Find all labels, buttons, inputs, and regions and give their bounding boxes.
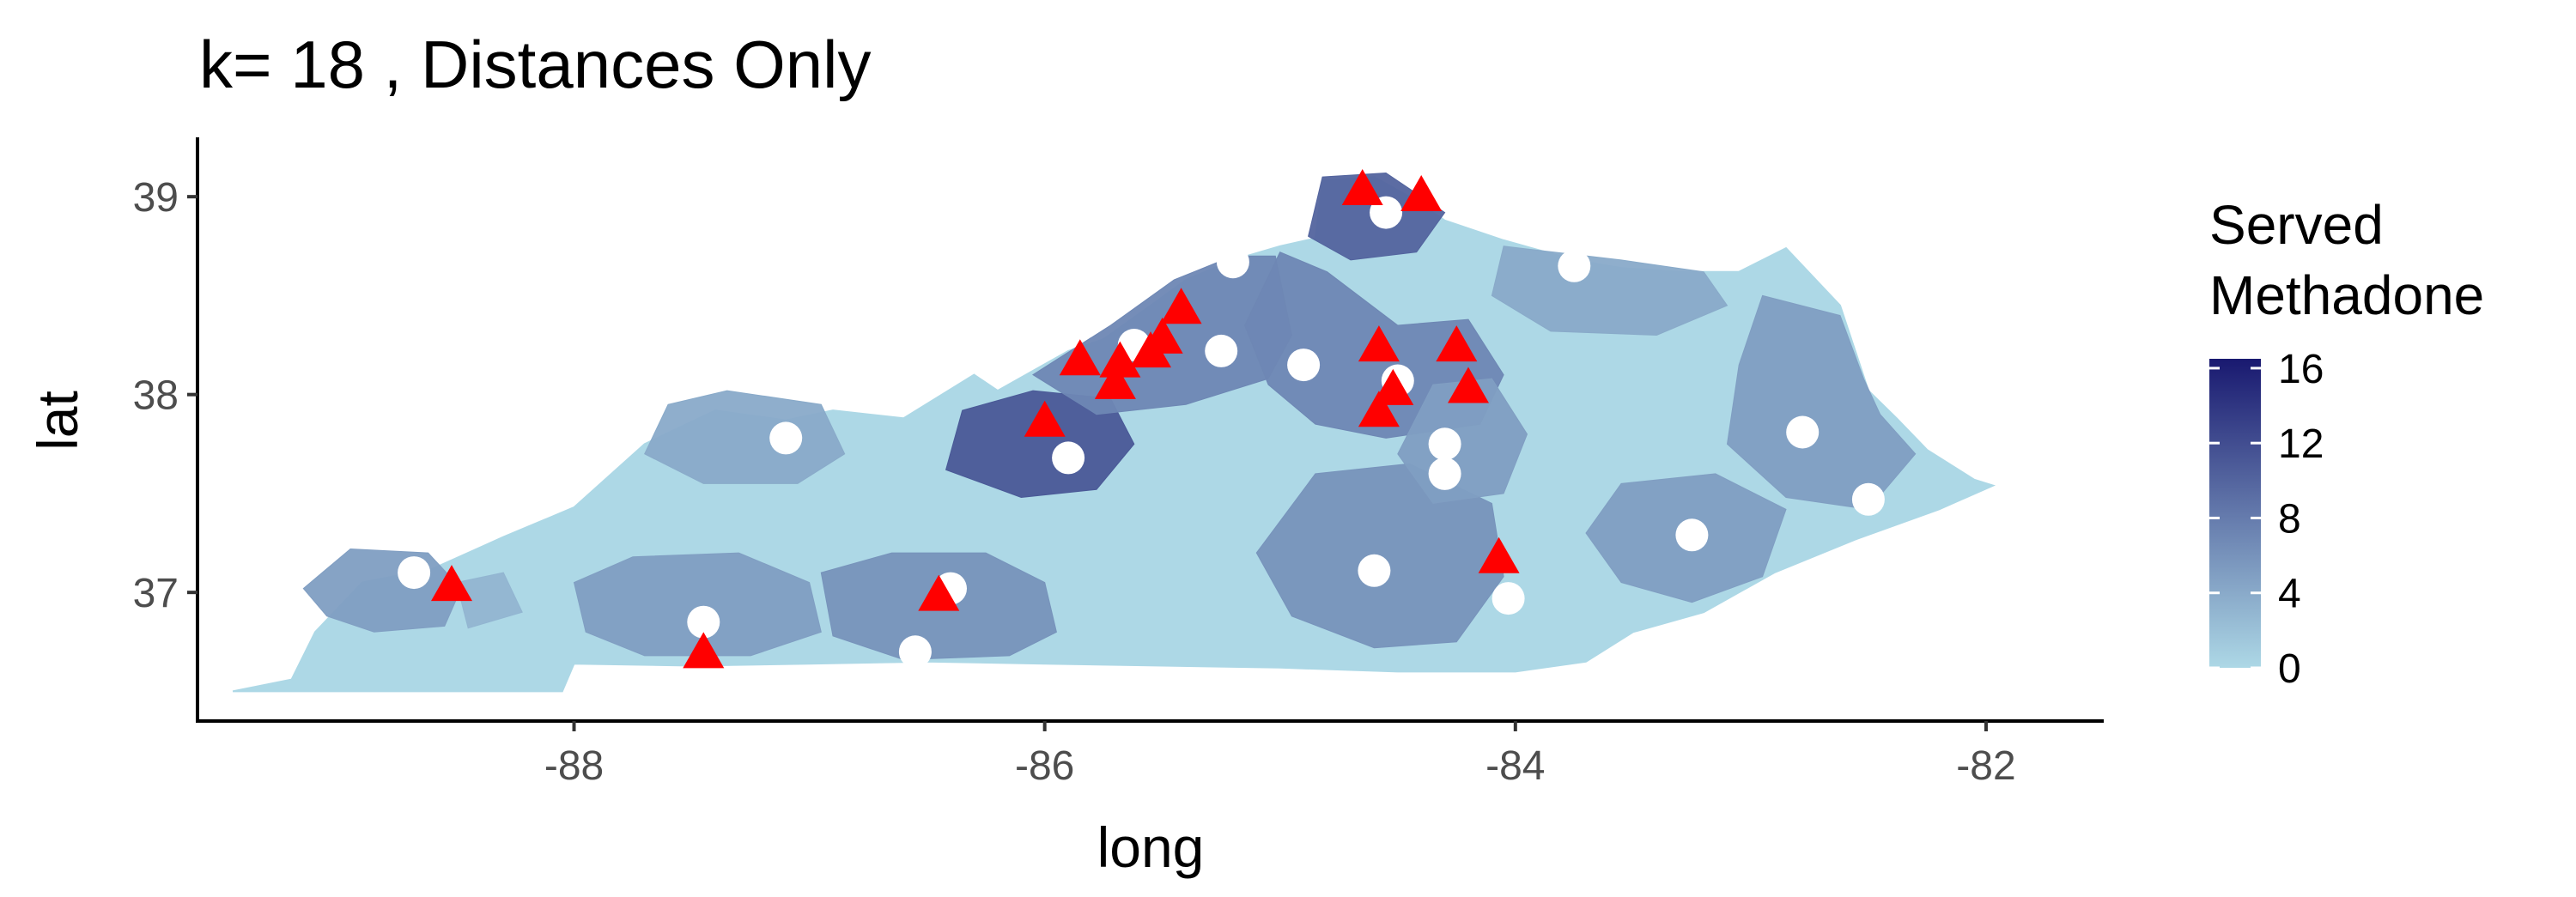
patient-point (1341, 169, 1383, 205)
legend-tick-label: 0 (2278, 646, 2301, 692)
patient-point (1094, 362, 1136, 399)
x-axis-label: long (1097, 815, 1205, 879)
facility-point (1428, 457, 1461, 490)
x-tick-label: -82 (1956, 743, 2015, 789)
facility-point (769, 421, 803, 455)
y-tick-label: 37 (133, 571, 179, 616)
service-region (455, 572, 523, 629)
x-axis-ticks: -88 -86 -84 -82 (544, 721, 2016, 789)
patient-point (918, 574, 960, 611)
service-region (1726, 294, 1917, 510)
patient-point (1059, 339, 1101, 376)
patient-point (1141, 317, 1183, 354)
facility-point (1052, 441, 1085, 475)
facility-point (398, 556, 431, 590)
patient-point (1400, 175, 1443, 211)
patient-point (1160, 288, 1202, 324)
y-tick-label: 39 (133, 175, 179, 221)
legend-tick-label: 4 (2278, 572, 2301, 617)
x-tick-label: -84 (1485, 743, 1545, 789)
legend-colorbar (2209, 359, 2261, 668)
x-tick-label: -86 (1015, 743, 1074, 789)
legend-tick-label: 16 (2278, 347, 2324, 392)
legend-ticks: 0 4 8 12 16 (2209, 347, 2324, 692)
legend-title-line-1: Served (2209, 194, 2384, 256)
facility-point (1358, 554, 1391, 587)
patient-points (431, 169, 1520, 669)
x-tick-label: -88 (544, 743, 604, 789)
patient-point (1436, 325, 1478, 362)
facility-point (1675, 518, 1709, 552)
service-region (644, 390, 846, 484)
legend-tick-label: 12 (2278, 421, 2324, 467)
facility-point (1851, 482, 1885, 516)
y-tick-label: 38 (133, 373, 179, 419)
patient-point (1448, 367, 1489, 403)
patient-point (1372, 368, 1414, 405)
service-region (573, 552, 822, 657)
patient-point (1358, 391, 1400, 427)
legend: Served Methadone 0 4 8 12 16 (2209, 194, 2484, 692)
y-axis-ticks: 37 38 39 (133, 175, 197, 616)
facility-point (1492, 582, 1525, 615)
patient-point (683, 632, 725, 669)
patient-point (1478, 536, 1520, 573)
service-region (1491, 245, 1728, 336)
chart-title: k= 18 , Distances Only (199, 27, 872, 102)
facility-point (1428, 427, 1461, 461)
patient-point (1099, 341, 1141, 378)
patient-point (431, 565, 472, 602)
facility-point (898, 635, 932, 669)
legend-tick-label: 8 (2278, 496, 2301, 542)
patient-point (1024, 400, 1066, 437)
legend-title-line-2: Methadone (2209, 264, 2484, 326)
service-region (945, 390, 1135, 499)
facility-point (1786, 415, 1820, 449)
facility-point (1205, 334, 1238, 367)
y-axis-label: lat (26, 391, 89, 451)
patient-point (1358, 325, 1400, 362)
facility-point (1558, 249, 1591, 282)
facility-point (1287, 348, 1321, 382)
facility-point (1216, 245, 1249, 279)
facility-point (687, 605, 720, 639)
map-panel (232, 169, 1996, 693)
